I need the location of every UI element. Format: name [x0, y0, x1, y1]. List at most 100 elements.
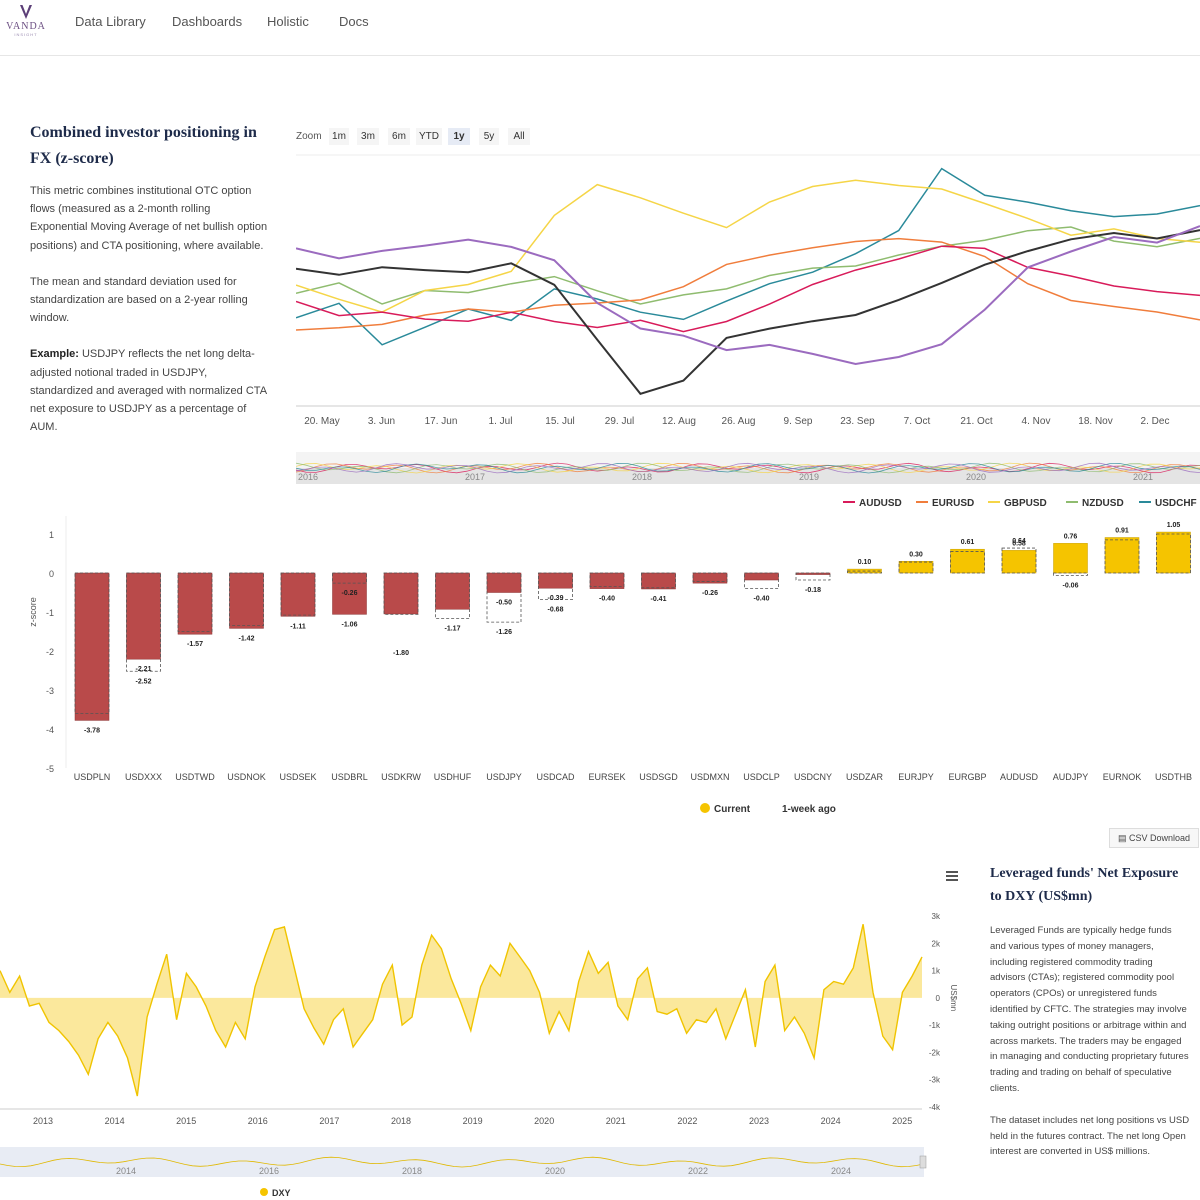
line-chart-legend[interactable]: AUDUSD EURUSD GBPUSD NZDUSD USDCHF: [843, 498, 1197, 509]
bar-current-usdpln: [74, 572, 110, 721]
x-tick-label: 20. May: [304, 416, 340, 427]
x-tick-label: 4. Nov: [1022, 416, 1051, 427]
data-label-usdjpy: -0.50: [496, 600, 512, 607]
area-chart-navigator[interactable]: 2014 2016 2018 2020 2022 2024: [0, 1147, 927, 1177]
bar-week-ago-usdthb: [1156, 533, 1191, 574]
bar-current-usdbrl: [332, 572, 367, 615]
dxy-area-line: [0, 924, 923, 1097]
zoom-all-button[interactable]: All: [508, 128, 530, 145]
bar-current-usdjpy: [486, 572, 522, 593]
y-tick-label: 0: [49, 569, 54, 579]
bar-week-ago-usdpln: [74, 572, 110, 714]
bar-week-ago-usdhuf: [435, 572, 470, 620]
data-label-eurgbp: 0.61: [961, 539, 975, 546]
x-tick-label: 2018: [391, 1116, 411, 1126]
x-tick-label: 2023: [749, 1116, 769, 1126]
bar-current-audjpy: [1053, 543, 1088, 574]
data-label-usdsgd: -0.41: [651, 596, 667, 603]
series-gbpusd: [296, 179, 1200, 313]
category-label-usdclp: USDCLP: [743, 772, 780, 782]
bar-current-usdclp: [744, 572, 779, 581]
navigator-year-label: 2018: [632, 472, 652, 482]
zoom-1m-button[interactable]: 1m: [329, 128, 349, 145]
bar-week-ago-usdsgd: [641, 572, 676, 589]
data-label-usdxxx: -2.21: [136, 666, 152, 673]
category-label-usdmxn: USDMXN: [690, 772, 729, 782]
nav-dashboards[interactable]: Dashboards: [172, 14, 243, 29]
csv-download-button[interactable]: ▤ CSV Download: [1109, 828, 1199, 848]
legend-dxy-label: DXY: [272, 1188, 291, 1198]
category-label-eursek: EURSEK: [588, 772, 625, 782]
x-tick-label: 2016: [248, 1116, 268, 1126]
navigator-year-label: 2021: [1133, 472, 1153, 482]
positioning-bar-chart[interactable]: 1 0 -1 -2 -3 -4 -5 z-score -3.78 -2.21 -2.52 -1.57…: [0, 512, 1200, 822]
bar-week-ago-usdclp: [744, 572, 779, 589]
bar-current-eurjpy: [898, 561, 934, 574]
category-label-usdsek: USDSEK: [279, 772, 316, 782]
bar-week-ago-usdcny: [795, 572, 831, 581]
line-chart-navigator[interactable]: 2016 2017 2018 2019 2020 2021: [296, 452, 1200, 484]
bar-current-eurgbp: [950, 548, 985, 574]
logo-text: VANDA: [6, 21, 46, 32]
bar-week-ago-usdkrw: [383, 572, 419, 615]
x-tick-label: 2022: [677, 1116, 697, 1126]
example-text: USDJPY reflects the net long delta-adjus…: [30, 348, 267, 434]
x-tick-label: 2. Dec: [1141, 416, 1170, 427]
bar-chart-y-axis: 1 0 -1 -2 -3 -4 -5 z-score: [28, 516, 67, 774]
positioning-line-chart[interactable]: 20. May 3. Jun 17. Jun 1. Jul 15. Jul 29. Jul…: [296, 150, 1200, 510]
bar-current-usdnok: [229, 572, 264, 629]
legend-dxy-marker: [260, 1188, 268, 1196]
navigator-year-label: 2016: [298, 472, 318, 482]
zoom-ytd-button[interactable]: YTD: [416, 128, 442, 145]
navigator-handle: [919, 1155, 927, 1169]
y-tick-label: -4: [46, 725, 54, 735]
category-label-eurjpy: EURJPY: [898, 772, 934, 782]
x-tick-label: 26. Aug: [722, 416, 756, 427]
legend-label-nzdusd: NZDUSD: [1082, 498, 1124, 509]
top-nav: VANDA INSIGHT Data Library Dashboards Ho…: [0, 0, 1200, 56]
bar-week-ago-usdmxn: [692, 572, 728, 582]
bar-current-usdcad: [538, 572, 573, 589]
zoom-6m-button[interactable]: 6m: [388, 128, 410, 145]
vanda-logo[interactable]: VANDA INSIGHT: [4, 4, 48, 44]
nav-docs[interactable]: Docs: [339, 14, 369, 29]
y-tick-label: -3k: [929, 1076, 941, 1085]
x-tick-label: 2013: [33, 1116, 53, 1126]
y-tick-label: 3k: [932, 912, 941, 921]
bar-current-usdxxx: [126, 572, 161, 660]
nav-holistic[interactable]: Holistic: [267, 14, 309, 29]
y-tick-label: -1: [46, 608, 54, 618]
line-chart-grid: [296, 154, 1200, 407]
bar-current-usdtwd: [177, 572, 213, 635]
x-tick-label: 23. Sep: [840, 416, 875, 427]
legend-current-marker: [700, 803, 710, 813]
navigator-year-label: 2017: [465, 472, 485, 482]
zoom-3m-button[interactable]: 3m: [357, 128, 379, 145]
area-chart-legend[interactable]: DXY: [260, 1188, 291, 1198]
data-label-usdzar: 0.10: [858, 559, 872, 566]
category-label-eurgbp: EURGBP: [948, 772, 986, 782]
series-eurusd: [296, 237, 1200, 331]
positioning-description: This metric combines institutional OTC o…: [30, 185, 268, 252]
bar-current-audusd: [1001, 550, 1037, 574]
y-tick-label: 1k: [932, 967, 941, 976]
data-label-usdjpy: -1.26: [496, 629, 512, 636]
navigator-background: [0, 1147, 924, 1177]
category-label-usdbrl: USDBRL: [331, 772, 368, 782]
zoom-1y-button[interactable]: 1y: [448, 128, 470, 145]
data-label-usdtwd: -1.57: [187, 641, 203, 648]
bar-chart-legend[interactable]: Current 1-week ago: [700, 803, 836, 815]
navigator-year-label: 2016: [259, 1166, 279, 1176]
series-nzdusd: [296, 226, 1200, 305]
navigator-year-label: 2022: [688, 1166, 708, 1176]
data-label-audusd: 0.64: [1012, 538, 1026, 545]
chart-menu-icon[interactable]: [946, 871, 958, 881]
nav-data-library[interactable]: Data Library: [75, 14, 146, 29]
y-axis-title: US$mn: [949, 985, 958, 1012]
x-tick-label: 21. Oct: [960, 416, 992, 427]
bar-week-ago-usdxxx: [126, 572, 161, 672]
data-label-usdthb: 1.05: [1167, 522, 1181, 529]
zoom-5y-button[interactable]: 5y: [479, 128, 499, 145]
y-tick-label: 2k: [932, 939, 941, 948]
dxy-area-chart[interactable]: 3k 2k 1k 0 -1k -2k -3k -4k US$mn 2013 2014 2015 2016…: [0, 900, 985, 1200]
